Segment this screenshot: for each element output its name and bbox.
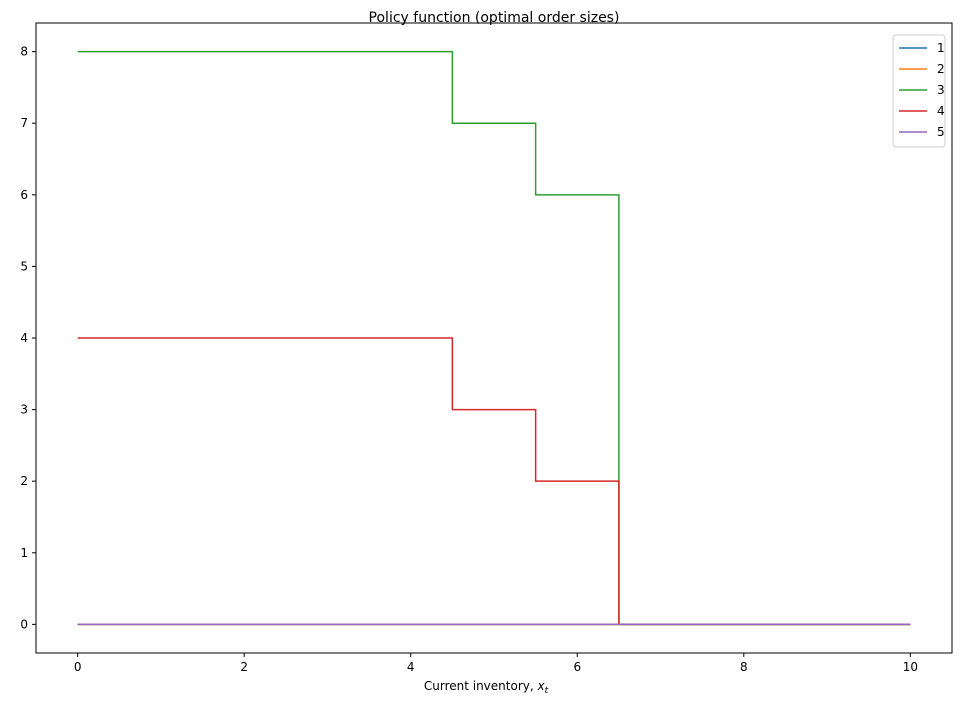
- x-tick-label: 0: [74, 660, 82, 674]
- y-tick-label: 3: [20, 403, 28, 417]
- y-tick-label: 5: [20, 259, 28, 273]
- x-axis-label: Current inventory, xt: [424, 679, 549, 696]
- x-tick-label: 2: [240, 660, 248, 674]
- x-axis-label-math: x: [536, 679, 545, 693]
- y-tick-label: 8: [20, 45, 28, 59]
- x-axis-ticks: 0 2 4 6 8 10: [74, 653, 918, 674]
- legend-label-4: 4: [937, 104, 945, 118]
- y-tick-label: 1: [20, 546, 28, 560]
- y-tick-label: 4: [20, 331, 28, 345]
- legend-label-3: 3: [937, 83, 945, 97]
- legend-box: [892, 34, 946, 148]
- y-tick-label: 2: [20, 474, 28, 488]
- chart-title: Policy function (optimal order sizes): [369, 10, 620, 26]
- y-tick-label: 0: [20, 617, 28, 631]
- x-axis-label-text: Current inventory,: [424, 679, 538, 693]
- x-tick-label: 6: [573, 660, 581, 674]
- series-line-4: [77, 337, 911, 626]
- x-tick-label: 8: [740, 660, 748, 674]
- x-tick-label: 4: [407, 660, 415, 674]
- y-tick-label: 7: [20, 116, 28, 130]
- legend-label-5: 5: [937, 125, 945, 139]
- x-tick-label: 10: [903, 660, 918, 674]
- series-layer: [77, 50, 911, 626]
- legend-label-1: 1: [937, 41, 945, 55]
- y-tick-label: 6: [20, 188, 28, 202]
- y-axis-ticks: 0 1 2 3 4 5 6 7 8: [20, 45, 36, 631]
- x-axis-label-subscript: t: [545, 686, 549, 696]
- legend-label-2: 2: [937, 62, 945, 76]
- legend: 1 2 3 4 5: [892, 34, 946, 148]
